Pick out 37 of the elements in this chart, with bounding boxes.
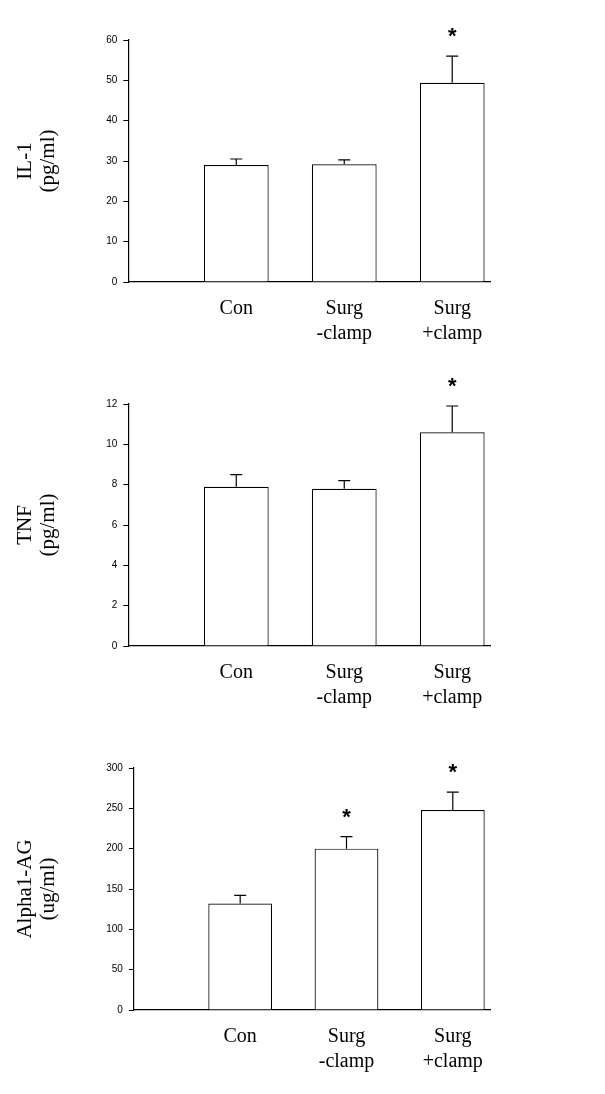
y-axis-title: IL-1 (pg/ml) (12, 129, 60, 193)
y-tick-label: 100 (106, 923, 124, 935)
y-tick-label: 50 (106, 74, 118, 86)
y-tick-label: 12 (106, 397, 118, 409)
y-tick-label: 0 (111, 639, 118, 651)
x-tick-label: Surg +clamp (422, 659, 483, 708)
y-tick-label: 250 (106, 802, 124, 814)
x-tick-label: Con (223, 1023, 257, 1046)
y-tick-label: 300 (106, 761, 124, 773)
y-tick-label: 200 (106, 842, 124, 854)
y-tick-label: 60 (106, 33, 118, 45)
y-tick-label: 6 (111, 518, 118, 530)
y-tick-label: 4 (111, 559, 118, 571)
y-tick-label: 0 (117, 1003, 124, 1015)
annotation: * (342, 803, 352, 829)
y-axis-title: Alpha1-AG (ug/ml) (12, 839, 60, 939)
x-tick-label: Surg -clamp (316, 295, 373, 344)
y-tick-label: 0 (111, 275, 118, 287)
x-tick-label: Surg -clamp (316, 659, 373, 708)
x-tick-label: Surg -clamp (318, 1023, 375, 1072)
x-tick-label: Surg +clamp (422, 1023, 483, 1072)
y-tick-label: 8 (111, 478, 118, 490)
y-tick-label: 2 (111, 599, 118, 611)
x-tick-label: Con (219, 295, 253, 318)
y-axis-title: TNF (pg/ml) (12, 493, 60, 557)
annotation: * (447, 23, 457, 49)
x-tick-label: Con (219, 659, 253, 682)
annotation: * (447, 373, 457, 399)
y-tick-label: 10 (106, 438, 118, 450)
x-tick-label: Surg +clamp (422, 295, 483, 344)
y-tick-label: 20 (106, 195, 118, 207)
y-tick-label: 40 (106, 114, 118, 126)
y-tick-label: 150 (106, 882, 124, 894)
annotation: * (448, 759, 458, 785)
y-tick-label: 50 (111, 963, 124, 975)
y-tick-label: 30 (106, 154, 118, 166)
y-tick-label: 10 (106, 235, 118, 247)
